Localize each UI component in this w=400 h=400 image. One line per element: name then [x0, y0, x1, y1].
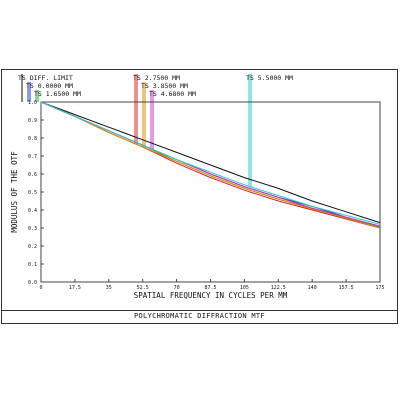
x-tick-label: 140 [308, 285, 317, 291]
x-tick-label: 70 [174, 285, 180, 291]
y-tick-label: 1.0 [28, 100, 37, 106]
series-line-4 [40, 101, 381, 229]
series-line-6 [40, 101, 381, 225]
legend-entry-label: TS 1.6500 MM [34, 90, 81, 98]
y-tick-label: 0.4 [28, 208, 37, 214]
legend-entry-label: TS DIFF. LIMIT [18, 74, 73, 82]
x-tick-label: 17.5 [69, 285, 81, 291]
legend-entry-label: TS 2.7500 MM [133, 74, 180, 82]
plot-area-frame [40, 101, 381, 283]
x-tick-label: 157.5 [339, 285, 354, 291]
x-tick-label: 0 [39, 285, 42, 291]
axis-ticks: 0 17.5 35 52.5 70 87.5 105 122.5 140 157.5 175 0.0 0… [28, 100, 385, 291]
x-tick-label: 175 [375, 285, 384, 291]
x-tick-label: 35 [106, 285, 112, 291]
y-tick-label: 0.8 [28, 136, 37, 142]
x-tick-label: 105 [240, 285, 249, 291]
legend-entry-label: TS 5.5000 MM [246, 74, 293, 82]
series-lines [40, 101, 381, 229]
series-line-0 [40, 101, 381, 224]
y-tick-label: 0.6 [28, 172, 37, 178]
y-tick-label: 0.1 [28, 262, 37, 268]
mtf-plot-window: TS DIFF. LIMIT TS 0.0000 MM TS 1.6500 MM TS… [1, 69, 398, 324]
x-axis-label: SPATIAL FREQUENCY IN CYCLES PER MM [134, 291, 288, 300]
y-tick-label: 0.0 [28, 280, 37, 286]
y-tick-label: 0.3 [28, 226, 37, 232]
y-tick-label: 0.9 [28, 118, 37, 124]
y-tick-label: 0.5 [28, 190, 37, 196]
caption-bar: POLYCHROMATIC DIFFRACTION MTF [2, 310, 397, 323]
x-tick-label: 87.5 [204, 285, 216, 291]
legend-entry-label: TS 0.0000 MM [26, 82, 73, 90]
legend-entry-label: TS 4.6800 MM [149, 90, 196, 98]
x-tick-label: 122.5 [271, 285, 286, 291]
chart-caption: POLYCHROMATIC DIFFRACTION MTF [134, 312, 265, 320]
y-tick-label: 0.7 [28, 154, 37, 160]
legend-entry-label: TS 3.8500 MM [141, 82, 188, 90]
y-tick-label: 0.2 [28, 244, 37, 250]
y-axis-label: MODULUS OF THE OTF [10, 151, 19, 233]
x-tick-label: 52.5 [137, 285, 149, 291]
